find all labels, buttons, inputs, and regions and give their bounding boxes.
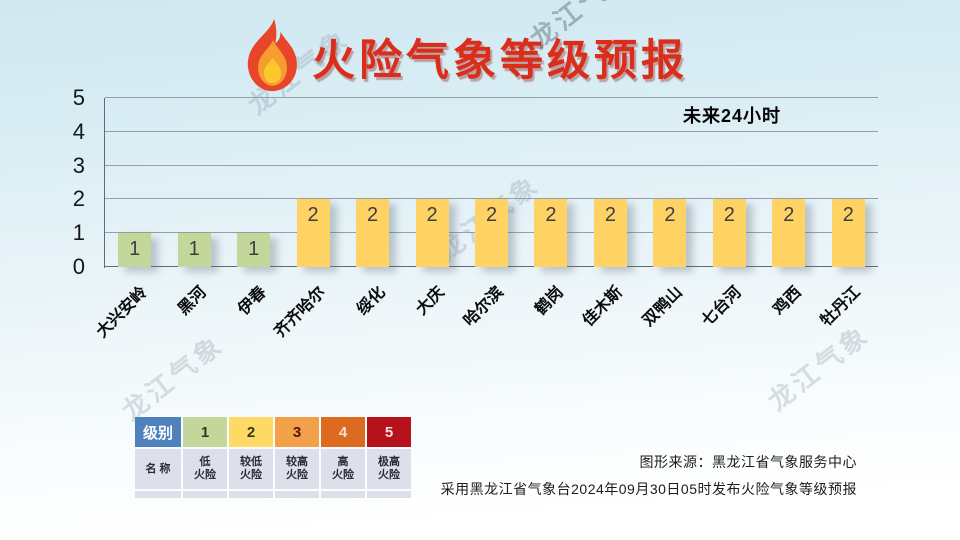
bar-大庆: 2 — [415, 199, 449, 267]
legend-strip-cell — [321, 491, 365, 498]
bar-鹤岗: 2 — [534, 199, 568, 267]
bar-value-label: 2 — [367, 204, 379, 227]
bar-佳木斯: 2 — [593, 199, 627, 267]
bar-七台河: 2 — [712, 199, 746, 267]
legend-name-line1: 极高 — [378, 456, 400, 468]
bar-value-label: 2 — [723, 204, 735, 227]
legend-level-1: 1 — [183, 417, 227, 447]
legend-name-line2: 火险 — [286, 469, 308, 481]
legend-name-2: 较低 火险 — [229, 449, 273, 489]
bar-绥化: 2 — [356, 199, 390, 267]
legend-name-3: 较高 火险 — [275, 449, 319, 489]
legend-table: 级别 1 2 3 4 5 名 称低火险 较低 火险 较高 火险高火险 极高 火险 — [135, 417, 411, 498]
legend-name-line2: 火险 — [240, 469, 262, 481]
gridline — [105, 198, 878, 200]
bar-value-label: 1 — [188, 238, 200, 261]
x-axis-label: 哈尔滨 — [461, 283, 508, 330]
gridline — [105, 130, 878, 132]
bar-value-label: 2 — [307, 204, 319, 227]
legend-name-line1: 低 — [199, 456, 211, 468]
plot-area: 1 1 1 2 2 2 2 2 2 2 2 2 2 — [105, 97, 878, 267]
x-axis-label: 牡丹江 — [818, 283, 865, 330]
bar-牡丹江: 2 — [831, 199, 865, 267]
legend-level-3: 3 — [275, 417, 319, 447]
x-axis-label: 大庆 — [413, 283, 448, 319]
y-axis-tick: 1 — [72, 220, 85, 246]
legend-name-line1: 较低 — [240, 456, 262, 468]
x-axis-label: 大兴安岭 — [93, 283, 151, 342]
x-axis-label: 黑河 — [175, 283, 210, 319]
bar-value-label: 2 — [842, 204, 854, 227]
source-line-1: 图形来源：黑龙江省气象服务中心 — [639, 454, 857, 470]
page-title: 火险气象等级预报 — [312, 37, 688, 85]
y-axis: 0 1 2 3 4 5 — [55, 87, 95, 278]
legend-name-line2: 火险 — [378, 469, 400, 481]
y-axis-tick: 2 — [72, 186, 85, 212]
bar-value-label: 2 — [783, 204, 795, 227]
flame-icon — [247, 18, 297, 92]
legend-name-line2: 火险 — [194, 469, 216, 481]
forecast-window-label: 未来24小时 — [683, 106, 782, 126]
source-line-2: 采用黑龙江省气象台2024年09月30日05时发布火险气象等级预报 — [440, 481, 857, 497]
bar-黑河: 1 — [177, 233, 211, 267]
bar-value-label: 2 — [545, 204, 557, 227]
y-axis-tick: 5 — [72, 85, 85, 110]
legend-level-2: 2 — [229, 417, 273, 447]
legend-name-1: 低火险 — [183, 449, 227, 489]
bar-value-label: 1 — [129, 238, 141, 261]
legend-name-header: 名 称 — [135, 449, 181, 489]
legend-level-header: 级别 — [135, 417, 181, 447]
legend-name-line1: 较高 — [286, 456, 308, 468]
gridline — [105, 97, 878, 98]
bar-鸡西: 2 — [772, 199, 806, 267]
x-axis-label: 绥化 — [353, 283, 389, 319]
bar-双鸭山: 2 — [653, 199, 687, 267]
bar-哈尔滨: 2 — [475, 199, 508, 267]
y-axis-line — [104, 98, 105, 268]
bar-value-label: 2 — [604, 204, 616, 227]
bar-伊春: 1 — [237, 233, 271, 267]
legend-name-line2: 火险 — [332, 469, 354, 481]
x-axis-label: 佳木斯 — [580, 283, 627, 330]
bar-value-label: 2 — [485, 204, 498, 227]
bar-value-label: 2 — [426, 204, 438, 227]
y-axis-tick: 0 — [72, 254, 85, 279]
x-axis-label: 七台河 — [699, 283, 746, 330]
bar-大兴安岭: 1 — [118, 233, 152, 267]
legend-level-4: 4 — [321, 417, 365, 447]
legend-strip-cell — [183, 491, 227, 498]
legend-name-5: 极高 火险 — [367, 449, 411, 489]
legend-strip-cell — [229, 491, 273, 498]
x-axis-label: 齐齐哈尔 — [271, 283, 329, 342]
x-axis-label: 伊春 — [234, 283, 270, 319]
bar-齐齐哈尔: 2 — [296, 199, 330, 267]
x-axis-label: 双鸭山 — [639, 283, 686, 330]
x-axis-label: 鹤岗 — [532, 283, 567, 319]
gridline — [105, 164, 878, 166]
x-axis: 大兴安岭 黑河 伊春 齐齐哈尔 绥化 大庆 哈尔滨 鹤岗 佳木斯 双鸭山 七台河 鸡西 牡丹江 — [93, 276, 878, 366]
legend-name-4: 高火险 — [321, 449, 365, 489]
legend-strip-cell — [135, 491, 181, 498]
legend-level-5: 5 — [367, 417, 411, 447]
legend-strip-cell — [367, 491, 411, 498]
legend-name-line1: 高 — [337, 456, 349, 468]
bar-value-label: 1 — [248, 238, 260, 261]
y-axis-tick: 4 — [72, 118, 85, 144]
x-axis-label: 鸡西 — [769, 283, 805, 319]
legend-strip-cell — [275, 491, 319, 498]
bar-value-label: 2 — [664, 204, 676, 227]
y-axis-tick: 3 — [72, 152, 85, 178]
